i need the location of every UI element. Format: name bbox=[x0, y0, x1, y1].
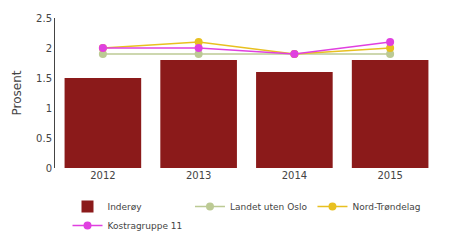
svg-text:0.5: 0.5 bbox=[36, 133, 52, 144]
svg-text:0: 0 bbox=[46, 163, 52, 174]
svg-text:2015: 2015 bbox=[377, 170, 402, 181]
svg-text:Kostragruppe 11: Kostragruppe 11 bbox=[108, 221, 183, 231]
svg-text:2: 2 bbox=[46, 43, 52, 54]
svg-text:Inderøy: Inderøy bbox=[108, 202, 143, 212]
svg-text:Landet uten Oslo: Landet uten Oslo bbox=[230, 202, 307, 212]
svg-text:2.5: 2.5 bbox=[36, 13, 52, 24]
svg-text:1.5: 1.5 bbox=[36, 73, 52, 84]
svg-text:2014: 2014 bbox=[282, 170, 307, 181]
svg-text:2012: 2012 bbox=[90, 170, 115, 181]
svg-text:Nord-Trøndelag: Nord-Trøndelag bbox=[352, 202, 420, 212]
svg-text:2013: 2013 bbox=[186, 170, 211, 181]
svg-text:Prosent: Prosent bbox=[10, 70, 24, 115]
svg-text:1: 1 bbox=[46, 103, 52, 114]
